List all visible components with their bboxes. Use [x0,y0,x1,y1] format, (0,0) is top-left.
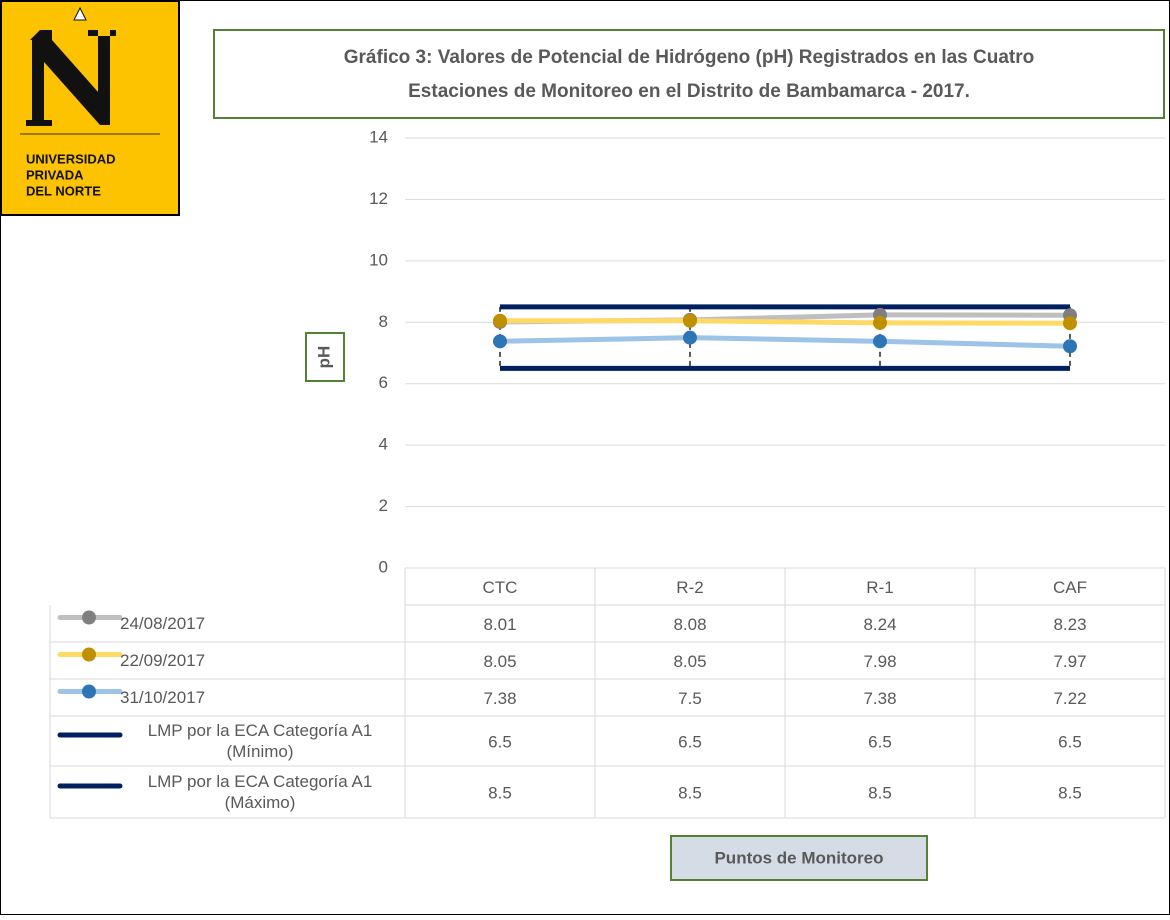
chart-title: Estaciones de Monitoreo en el Distrito d… [408,81,970,102]
legend-cell: 24/08/2017 [120,605,405,642]
legend-marker [82,684,96,699]
table-value: 8.05 [483,652,516,671]
y-title-box [305,332,345,382]
series-line [499,335,1071,349]
legend-wrap: LMP por la ECA Categoría A1 (Máximo) [120,766,405,818]
legend-label: 31/10/2017 [120,688,206,707]
x-tick-label: R-2 [676,578,703,597]
x-tick-label: R-1 [866,578,893,597]
marker [1063,339,1077,354]
table-value: 7.22 [1053,689,1086,708]
legend-marker [82,647,96,662]
table-value: 6.5 [488,732,512,751]
table-value: 8.23 [1053,615,1086,634]
legend-cell: LMP por la ECA Categoría A1 (Mínimo) [120,716,405,766]
table-value: 8.5 [1058,783,1082,802]
legend-wrap: 22/09/2017 [120,642,405,679]
y-tick-label: 6 [379,373,388,392]
legend-wrap: 31/10/2017 [120,679,405,716]
table-value: 6.5 [678,732,702,751]
table-value: 8.08 [673,615,706,634]
table-value: 7.38 [483,689,516,708]
table-value: 7.98 [863,652,896,671]
marker [683,330,697,345]
legend-label: LMP por la ECA Categoría A1 (Mínimo) [147,721,373,761]
chart-title: Gráfico 3: Valores de Potencial de Hidró… [344,47,1035,68]
x-axis-title: Puntos de Monitoreo [714,848,883,867]
y-tick-label: 0 [379,557,388,576]
y-tick-label: 4 [379,435,388,454]
marker [1063,316,1077,331]
logo-arrow [73,6,87,21]
table-value: 8.5 [488,783,512,802]
legend-wrap: 24/08/2017 [120,605,405,642]
y-tick-label: 10 [369,250,388,269]
legend-cell: LMP por la ECA Categoría A1 (Máximo) [120,766,405,818]
y-tick-label: 2 [379,496,388,515]
legend-label: 22/09/2017 [120,651,206,670]
series-line [500,318,1071,326]
legend-label: 24/08/2017 [120,614,206,633]
marker [683,313,697,328]
legend-wrap: LMP por la ECA Categoría A1 (Mínimo) [120,716,405,766]
marker [873,315,887,330]
marker [493,334,507,349]
legend-cell: 22/09/2017 [120,642,405,679]
table-value: 8.5 [868,783,892,802]
legend-marker [82,610,96,625]
y-tick-label: 8 [379,312,388,331]
y-tick-label: 12 [369,189,388,208]
marker [493,313,507,328]
x-tick-label: CTC [483,578,518,597]
table-value: 7.38 [863,689,896,708]
y-axis-title: pH [314,346,333,369]
logo-text: UNIVERSIDAD [26,151,116,166]
table-value: 8.01 [483,615,516,634]
logo-mark [26,30,116,126]
x-tick-label: CAF [1053,578,1087,597]
logo-text: PRIVADA [26,167,84,182]
legend-label: LMP por la ECA Categoría A1 (Máximo) [147,772,373,812]
title-box [213,29,1165,119]
y-tick-label: 14 [369,127,388,146]
table-value: 6.5 [868,732,892,751]
x-title-box [670,835,928,881]
marker [873,334,887,349]
legend-cell: 31/10/2017 [120,679,405,716]
table-value: 7.97 [1053,652,1086,671]
table-value: 8.05 [673,652,706,671]
table-value: 8.24 [863,615,896,634]
table-value: 6.5 [1058,732,1082,751]
table-value: 8.5 [678,783,702,802]
logo-text: DEL NORTE [26,183,101,198]
table-value: 7.5 [678,689,702,708]
